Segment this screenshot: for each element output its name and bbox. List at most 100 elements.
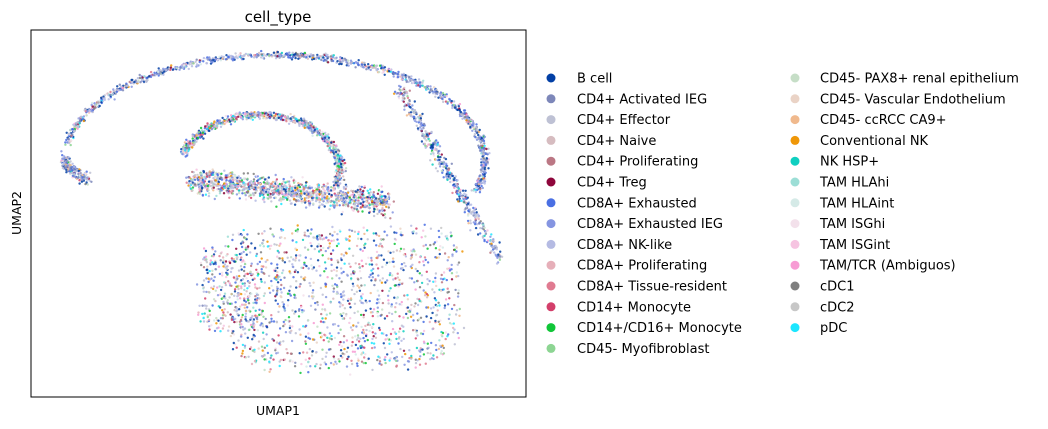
- scatter-point: [156, 70, 160, 74]
- scatter-point: [434, 272, 438, 275]
- scatter-point: [384, 263, 388, 266]
- scatter-point: [76, 127, 79, 130]
- scatter-point: [369, 307, 372, 310]
- scatter-point: [349, 326, 353, 329]
- scatter-point: [399, 233, 402, 236]
- scatter-point: [332, 268, 336, 272]
- scatter-point: [480, 161, 483, 164]
- scatter-point: [157, 74, 160, 77]
- scatter-point: [401, 73, 404, 77]
- scatter-point: [305, 365, 308, 368]
- scatter-point: [294, 254, 298, 257]
- scatter-point: [380, 190, 383, 194]
- scatter-point: [230, 54, 233, 58]
- scatter-point: [457, 289, 460, 292]
- scatter-point: [345, 197, 348, 200]
- scatter-point: [64, 143, 67, 146]
- scatter-point: [385, 201, 388, 205]
- scatter-point: [341, 168, 344, 172]
- scatter-point: [82, 115, 86, 118]
- scatter-point: [456, 198, 459, 201]
- scatter-point: [329, 189, 333, 192]
- scatter-point: [439, 155, 442, 159]
- scatter-point: [259, 278, 263, 281]
- scatter-point: [487, 167, 490, 170]
- scatter-point: [370, 346, 374, 350]
- scatter-point: [265, 333, 268, 336]
- scatter-point: [90, 110, 93, 113]
- scatter-point: [303, 119, 306, 122]
- scatter-point: [469, 219, 472, 222]
- scatter-point: [422, 136, 426, 140]
- scatter-point: [330, 59, 333, 63]
- scatter-point: [474, 222, 477, 226]
- scatter-point: [216, 173, 219, 176]
- scatter-point: [301, 309, 304, 312]
- scatter-point: [453, 328, 456, 331]
- scatter-point: [196, 136, 200, 140]
- scatter-point: [405, 312, 408, 316]
- scatter-point: [444, 167, 448, 170]
- scatter-point: [322, 56, 325, 59]
- scatter-point: [345, 252, 348, 255]
- scatter-point: [288, 324, 292, 328]
- scatter-point: [422, 260, 425, 263]
- scatter-point: [274, 276, 278, 279]
- scatter-point: [434, 167, 438, 170]
- scatter-point: [293, 194, 296, 197]
- chart-title: cell_type: [245, 8, 312, 27]
- scatter-point: [324, 136, 327, 139]
- scatter-point: [291, 263, 294, 266]
- scatter-point: [253, 359, 257, 363]
- scatter-point: [125, 82, 128, 85]
- scatter-point: [349, 265, 352, 268]
- scatter-point: [332, 363, 335, 366]
- scatter-point: [429, 358, 432, 361]
- scatter-point: [391, 320, 394, 323]
- scatter-point: [65, 171, 68, 174]
- scatter-point: [300, 362, 303, 366]
- scatter-point: [76, 176, 80, 180]
- scatter-point: [381, 204, 384, 207]
- scatter-point: [236, 112, 239, 115]
- scatter-point: [315, 129, 318, 133]
- scatter-point: [184, 151, 188, 154]
- scatter-point: [239, 177, 242, 180]
- scatter-point: [379, 237, 382, 241]
- scatter-point: [415, 331, 418, 334]
- scatter-point: [324, 59, 327, 62]
- scatter-point: [425, 270, 428, 273]
- scatter-point: [481, 175, 484, 178]
- scatter-point: [474, 218, 477, 221]
- scatter-point: [422, 122, 426, 126]
- scatter-point: [347, 64, 350, 67]
- scatter-point: [241, 349, 245, 353]
- scatter-point: [82, 119, 86, 123]
- scatter-point: [439, 92, 442, 95]
- scatter-point: [385, 205, 388, 208]
- scatter-point: [476, 136, 479, 140]
- scatter-point: [287, 319, 290, 322]
- scatter-point: [195, 58, 198, 61]
- scatter-point: [405, 92, 409, 95]
- scatter-point: [373, 346, 376, 349]
- scatter-point: [500, 255, 504, 258]
- scatter-point: [240, 333, 243, 336]
- scatter-point: [286, 256, 289, 259]
- scatter-point: [447, 290, 450, 294]
- scatter-point: [298, 285, 301, 288]
- scatter-point: [363, 63, 366, 66]
- scatter-point: [240, 287, 243, 290]
- scatter-point: [229, 123, 233, 126]
- scatter-point: [204, 125, 207, 128]
- scatter-point: [262, 185, 265, 188]
- scatter-point: [235, 346, 238, 349]
- scatter-point: [465, 120, 468, 124]
- scatter-point: [283, 261, 287, 264]
- scatter-point: [239, 52, 242, 55]
- scatter-point: [458, 109, 461, 112]
- scatter-point: [453, 343, 456, 346]
- scatter-point: [376, 267, 380, 270]
- scatter-point: [232, 333, 236, 336]
- scatter-point: [186, 140, 190, 143]
